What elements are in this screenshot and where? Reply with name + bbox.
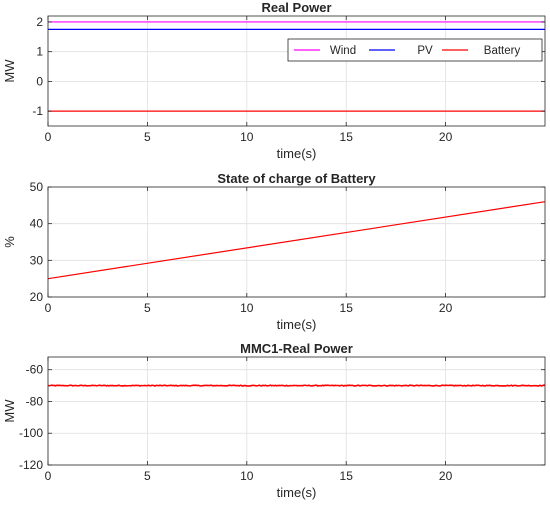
- x-tick-label: 10: [240, 469, 254, 483]
- chart-title: MMC1-Real Power: [240, 341, 353, 356]
- y-tick-label: -100: [19, 426, 43, 440]
- legend-label-pv: PV: [417, 45, 433, 57]
- x-tick-label: 10: [240, 130, 254, 144]
- y-axis-label: MW: [2, 59, 17, 83]
- plot-area: [48, 16, 545, 126]
- legend-box: [287, 38, 543, 62]
- y-tick-label: 1: [36, 45, 43, 59]
- y-tick-label: 30: [30, 253, 44, 267]
- y-tick-label: -80: [26, 394, 44, 408]
- x-axis-label: time(s): [277, 485, 317, 500]
- x-tick-label: 5: [144, 301, 151, 315]
- x-axis-label: time(s): [277, 317, 317, 332]
- plot-area: [48, 357, 545, 465]
- legend-label-battery: Battery: [484, 45, 521, 57]
- x-tick-label: 15: [340, 469, 354, 483]
- y-axis-label: MW: [2, 399, 17, 423]
- y-axis-label: %: [2, 236, 17, 248]
- axes-box: [47, 356, 546, 466]
- legend-label-wind: Wind: [330, 45, 356, 57]
- y-tick-label: 50: [30, 180, 44, 194]
- y-tick-label: -60: [26, 363, 44, 377]
- x-tick-label: 0: [45, 130, 52, 144]
- chart-title: Real Power: [261, 0, 331, 15]
- y-tick-label: 40: [30, 217, 44, 231]
- series-line-1: [47, 201, 546, 280]
- x-tick-label: 20: [439, 469, 453, 483]
- axes-box: [47, 186, 546, 298]
- y-tick-label: 20: [30, 290, 44, 304]
- y-tick-label: 0: [36, 74, 43, 88]
- y-tick-label: -120: [19, 458, 43, 472]
- x-tick-label: 10: [240, 301, 254, 315]
- x-tick-label: 5: [144, 130, 151, 144]
- legend: Wind PV Battery: [287, 38, 543, 62]
- plot-area: [48, 187, 545, 297]
- axes-box: [47, 15, 546, 127]
- x-tick-label: 5: [144, 469, 151, 483]
- y-tick-label: 2: [36, 15, 43, 29]
- x-tick-label: 15: [340, 301, 354, 315]
- x-tick-label: 20: [439, 301, 453, 315]
- x-tick-label: 0: [45, 469, 52, 483]
- x-tick-label: 0: [45, 301, 52, 315]
- chart-3: 0 5 10 15 20 -120 -100 -80 -60 MMC1-Real Power tim…: [2, 341, 546, 500]
- x-tick-label: 20: [439, 130, 453, 144]
- x-tick-label: 15: [340, 130, 354, 144]
- chart-title: State of charge of Battery: [217, 171, 376, 186]
- y-tick-label: -1: [32, 104, 43, 118]
- series-line-1: [47, 384, 546, 387]
- x-axis-label: time(s): [277, 146, 317, 161]
- chart-2: 0 5 10 15 20 20 30 40 50 State of charge of Batte…: [2, 171, 546, 332]
